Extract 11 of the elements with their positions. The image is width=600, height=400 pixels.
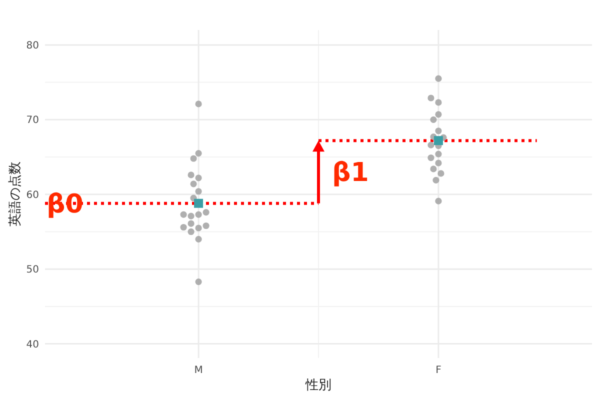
y-tick-label: 40: [26, 339, 39, 350]
y-tick-label: 70: [26, 115, 39, 126]
annotation: β0: [46, 189, 84, 220]
y-tick-label: 80: [26, 40, 39, 52]
y-axis-title: 英語の点数: [8, 162, 23, 226]
x-tick-label: M: [194, 365, 203, 376]
y-tick-label: 50: [26, 264, 39, 276]
y-tick-label: 60: [26, 190, 39, 201]
x-axis-title: 性別: [304, 378, 332, 393]
x-tick-label: F: [436, 365, 442, 376]
annotation: β1: [332, 158, 369, 188]
